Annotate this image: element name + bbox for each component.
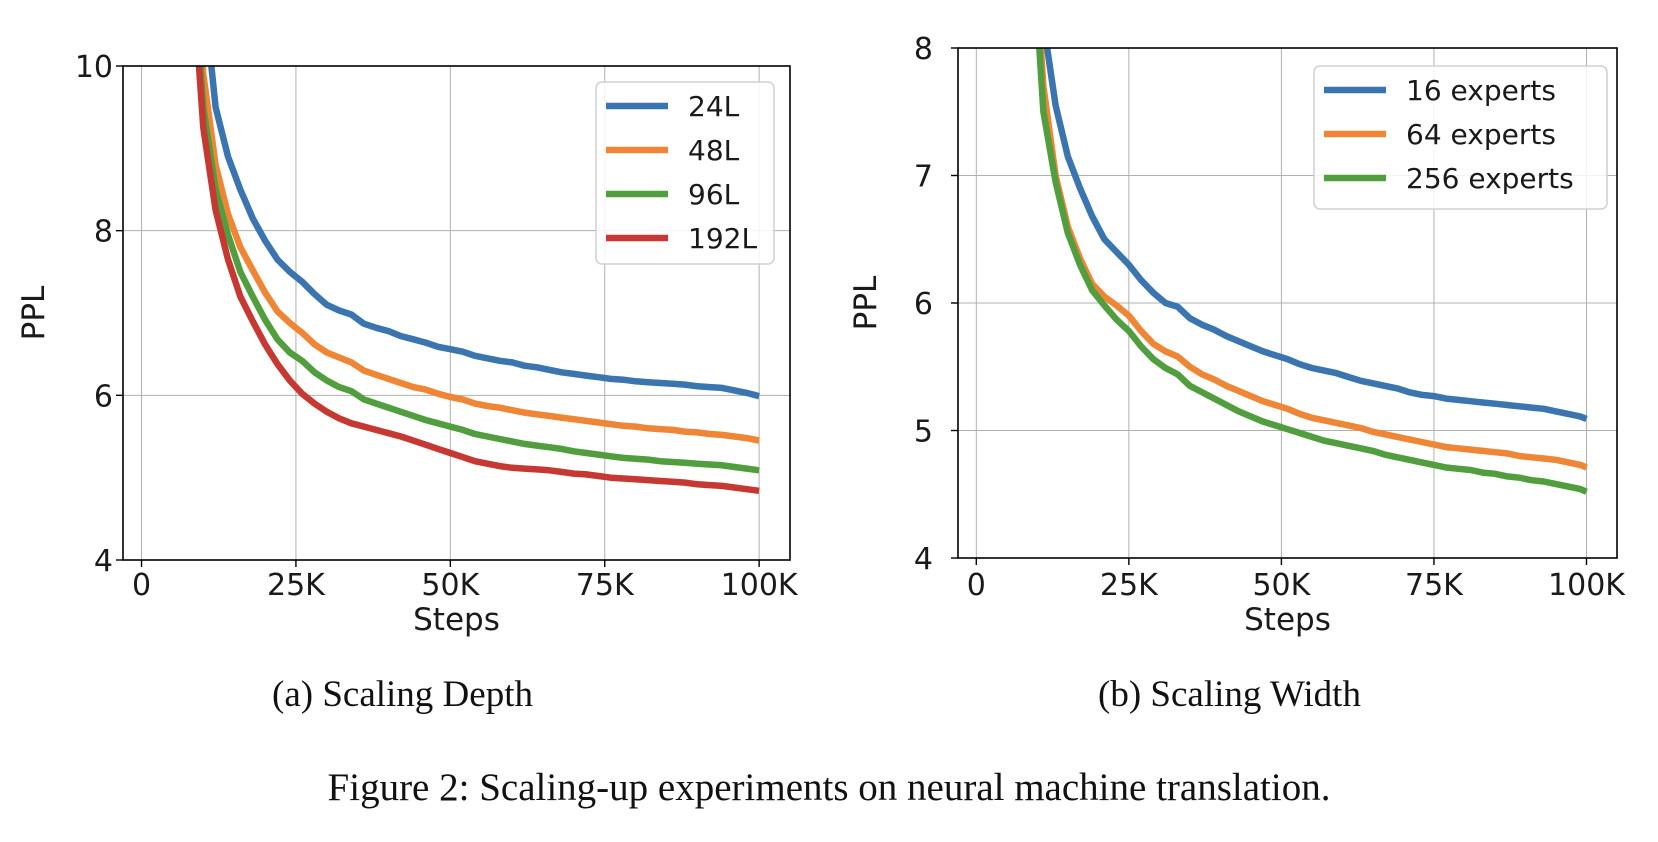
legend-label: 24L [688, 90, 740, 123]
legend-label: 16 experts [1406, 74, 1556, 107]
y-tick-label: 6 [94, 379, 113, 414]
y-tick-label: 10 [75, 50, 113, 85]
y-tick-label: 7 [914, 160, 933, 195]
x-tick-label: 100K [721, 568, 799, 603]
legend-label: 96L [688, 178, 740, 211]
x-tick-label: 100K [1548, 568, 1626, 603]
series-line-24l [208, 66, 760, 400]
x-tick-label: 25K [1100, 568, 1159, 603]
y-axis-label: PPL [848, 275, 884, 330]
subcaption-scaling-width: (b) Scaling Width [1098, 674, 1361, 715]
x-tick-label: 75K [1405, 568, 1464, 603]
y-axis-label: PPL [16, 285, 52, 340]
figure-caption: Figure 2: Scaling-up experiments on neur… [327, 766, 1331, 809]
x-tick-label: 75K [576, 568, 635, 603]
legend-label: 256 experts [1406, 162, 1574, 195]
legend: 24L 48L 96L 192L [595, 81, 775, 265]
y-tick-label: 4 [914, 542, 933, 577]
legend-box [1313, 65, 1608, 210]
series-line-96l [197, 66, 760, 474]
x-tick-label: 50K [1252, 568, 1311, 603]
series-line-48l [199, 66, 760, 444]
series-line-256-experts [1036, 48, 1588, 495]
x-tick-label: 0 [132, 568, 151, 603]
y-tick-label: 8 [94, 215, 113, 250]
chart-scaling-depth: 0 25K 50K 75K 100K 4 6 8 10 Steps PPL 24L 48L 96L 192L [16, 50, 799, 638]
chart-scaling-width: 0 25K 50K 75K 100K 4 5 6 7 8 Steps PPL 16 experts 64 … [848, 32, 1626, 638]
y-tick-label: 5 [914, 415, 933, 450]
x-tick-label: 50K [421, 568, 480, 603]
legend-label: 48L [688, 134, 740, 167]
y-tick-label: 4 [94, 544, 113, 579]
legend-label: 64 experts [1406, 118, 1556, 151]
y-tick-label: 8 [914, 32, 933, 67]
legend: 16 experts 64 experts 256 experts [1313, 65, 1608, 210]
x-tick-label: 0 [967, 568, 986, 603]
x-axis-label: Steps [413, 602, 500, 638]
series-line-64-experts [1037, 48, 1588, 471]
series-line-16-experts [1043, 48, 1588, 423]
series-line-192l [195, 66, 760, 495]
subcaption-scaling-depth: (a) Scaling Depth [272, 674, 533, 715]
x-axis-label: Steps [1244, 602, 1331, 638]
legend-box [595, 81, 775, 265]
plot-frame [122, 65, 791, 561]
legend-label: 192L [688, 222, 757, 255]
x-tick-label: 25K [267, 568, 326, 603]
y-tick-label: 6 [914, 287, 933, 322]
